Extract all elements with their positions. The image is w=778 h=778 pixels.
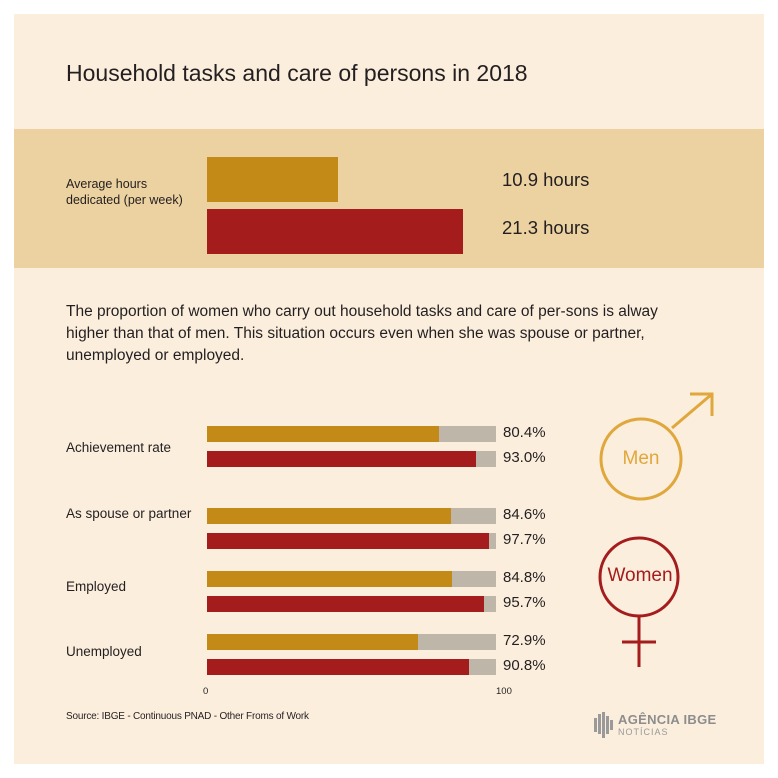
category-label: As spouse or partner — [66, 506, 192, 521]
bar-track — [207, 634, 496, 650]
source-note: Source: IBGE - Continuous PNAD - Other F… — [66, 711, 309, 722]
average-hours-men-value: 10.9 hours — [502, 169, 590, 190]
data-label: 97.7% — [503, 531, 546, 548]
women-symbol-label: Women — [607, 565, 673, 586]
page-title: Household tasks and care of persons in 2… — [66, 60, 528, 86]
bar-men — [207, 571, 452, 587]
x-tick-label: 100 — [496, 686, 512, 697]
category-label: Unemployed — [66, 644, 142, 659]
logo-subtitle: NOTÍCIAS — [618, 727, 669, 737]
data-label: 84.8% — [503, 569, 546, 586]
category-label: Employed — [66, 579, 127, 594]
logo-name: AGÊNCIA IBGE — [618, 712, 717, 727]
ibge-logo-icon — [594, 712, 613, 738]
bar-track — [207, 508, 496, 524]
ibge-logo: AGÊNCIA IBGE NOTÍCIAS — [594, 710, 744, 742]
bar-women — [207, 596, 484, 612]
average-hours-label: Average hours dedicated (per week) — [66, 177, 183, 207]
data-label: 84.6% — [503, 506, 546, 523]
bar-women — [207, 451, 476, 467]
x-tick-label: 0 — [203, 686, 209, 697]
female-symbol-icon — [598, 536, 680, 667]
bar-men — [207, 508, 451, 524]
data-label: 72.9% — [503, 632, 546, 649]
average-hours-panel: Average hours dedicated (per week) 10.9 … — [14, 129, 764, 268]
bar-track — [207, 426, 496, 442]
bar-track — [207, 659, 496, 675]
bar-men — [207, 426, 439, 442]
category-label: Achievement rate — [66, 440, 172, 455]
average-hours-women-bar — [207, 209, 463, 254]
male-symbol-icon — [599, 392, 714, 501]
average-hours-men-bar — [207, 157, 338, 202]
bar-track — [207, 571, 496, 587]
bar-track — [207, 451, 496, 467]
bar-women — [207, 659, 469, 675]
data-label: 93.0% — [503, 449, 546, 466]
data-label: 95.7% — [503, 594, 546, 611]
data-label: 90.8% — [503, 657, 546, 674]
average-hours-women-value: 21.3 hours — [502, 217, 590, 238]
data-label: 80.4% — [503, 424, 546, 441]
bar-track — [207, 596, 496, 612]
bar-men — [207, 634, 418, 650]
men-symbol-label: Men — [622, 448, 660, 469]
infographic: Household tasks and care of persons in 2… — [14, 14, 764, 764]
bar-women — [207, 533, 489, 549]
description-text: The proportion of women who carry out ho… — [66, 303, 658, 364]
bar-track — [207, 533, 496, 549]
